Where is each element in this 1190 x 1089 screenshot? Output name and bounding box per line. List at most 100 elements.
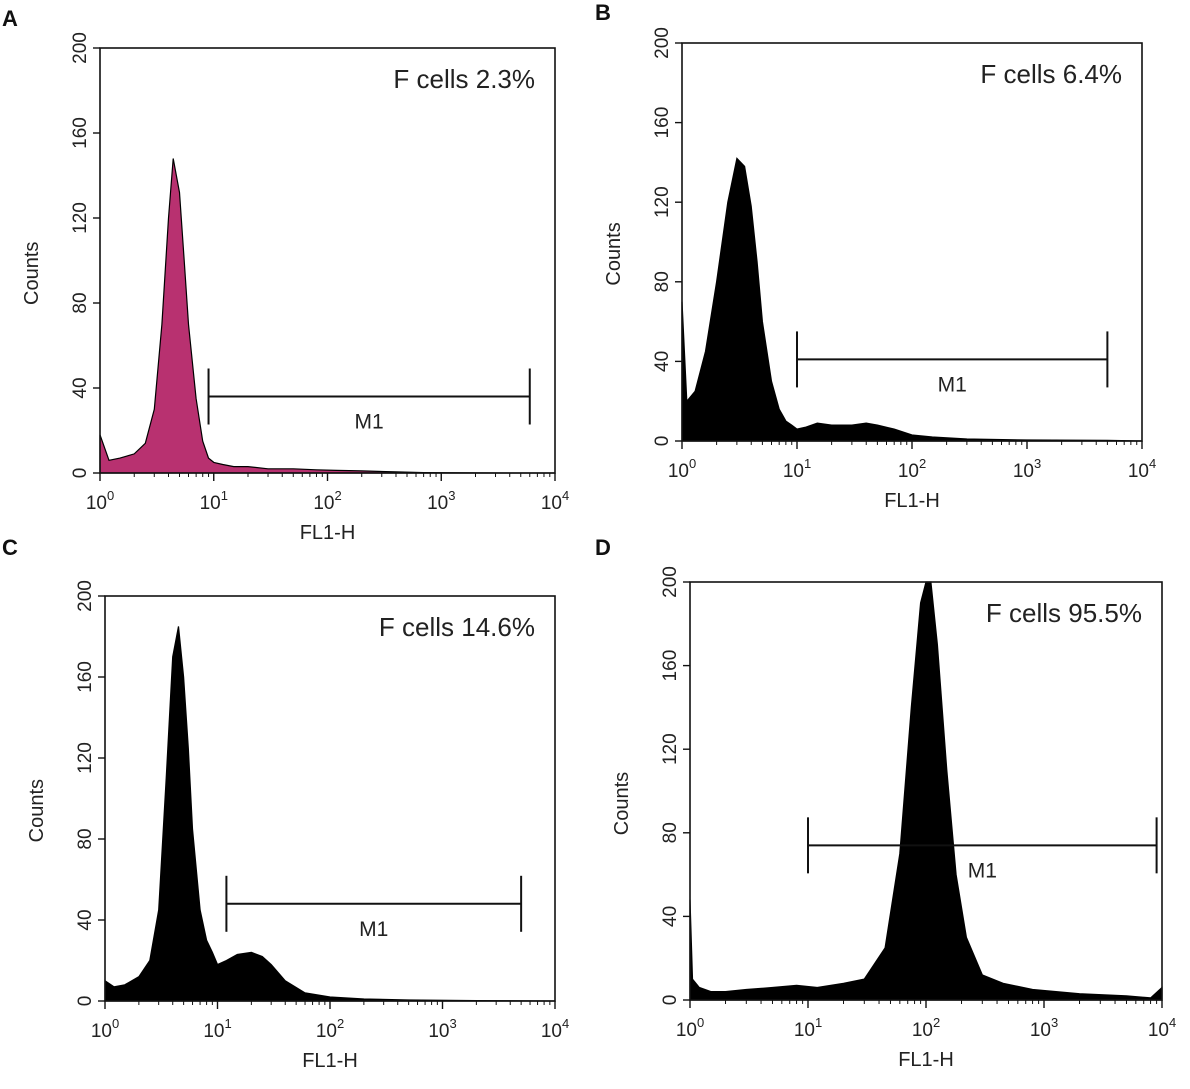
x-tick-base: 10 <box>86 493 107 514</box>
y-tick-label: 0 <box>660 995 681 1006</box>
x-tick-base: 10 <box>676 1020 697 1041</box>
y-tick-label: 40 <box>660 906 681 927</box>
y-axis-label: Counts <box>21 242 43 305</box>
y-tick-label: 160 <box>652 107 673 139</box>
m1-gate-label: M1 <box>359 918 388 941</box>
x-tick-exponent: 3 <box>1051 1015 1058 1030</box>
histogram-area <box>99 158 555 474</box>
x-tick-exponent: 2 <box>933 1015 940 1030</box>
x-tick-base: 10 <box>316 1021 337 1042</box>
x-tick-exponent: 4 <box>1169 1015 1176 1030</box>
y-tick-label: 120 <box>660 733 681 765</box>
x-tick-label: 100 <box>668 456 696 482</box>
x-axis-label: FL1-H <box>898 1049 954 1071</box>
y-tick-label: 200 <box>660 566 681 598</box>
x-tick-label: 101 <box>200 488 228 514</box>
x-tick-exponent: 3 <box>449 1016 456 1031</box>
x-tick-label: 104 <box>1128 456 1156 482</box>
x-axis-label: FL1-H <box>302 1050 358 1072</box>
x-tick-base: 10 <box>1013 461 1034 482</box>
x-tick-label: 104 <box>541 488 569 514</box>
m1-gate-label: M1 <box>355 411 384 434</box>
x-tick-base: 10 <box>203 1021 224 1042</box>
y-tick-label: 40 <box>70 377 91 398</box>
y-tick-label: 160 <box>70 117 91 149</box>
f-cells-annotation: F cells 95.5% <box>986 598 1142 628</box>
x-tick-base: 10 <box>313 493 334 514</box>
x-tick-exponent: 3 <box>1034 456 1041 471</box>
x-tick-exponent: 1 <box>224 1016 231 1031</box>
m1-gate-label: M1 <box>938 373 967 396</box>
x-tick-label: 101 <box>783 456 811 482</box>
y-tick-label: 80 <box>660 822 681 843</box>
x-tick-exponent: 2 <box>337 1016 344 1031</box>
x-tick-label: 103 <box>1030 1015 1058 1041</box>
x-tick-exponent: 0 <box>112 1016 119 1031</box>
y-tick-label: 80 <box>75 828 96 849</box>
y-tick-label: 0 <box>70 468 91 479</box>
x-tick-label: 100 <box>86 488 114 514</box>
x-tick-exponent: 4 <box>562 1016 569 1031</box>
x-tick-label: 100 <box>91 1016 119 1042</box>
x-tick-base: 10 <box>427 493 448 514</box>
x-tick-exponent: 1 <box>221 488 228 503</box>
x-tick-base: 10 <box>1030 1020 1051 1041</box>
x-tick-label: 102 <box>313 488 341 514</box>
m1-gate-label: M1 <box>968 859 997 882</box>
x-tick-exponent: 1 <box>815 1015 822 1030</box>
f-cells-annotation: F cells 2.3% <box>393 64 535 94</box>
histogram-area <box>689 581 1163 1001</box>
x-tick-base: 10 <box>200 493 221 514</box>
y-tick-label: 40 <box>75 909 96 930</box>
y-axis-label: Counts <box>611 772 633 835</box>
x-tick-exponent: 0 <box>697 1015 704 1030</box>
x-tick-base: 10 <box>783 461 804 482</box>
panel-letter: C <box>2 535 18 560</box>
x-tick-label: 100 <box>676 1015 704 1041</box>
x-tick-exponent: 0 <box>107 488 114 503</box>
x-tick-label: 103 <box>428 1016 456 1042</box>
x-tick-base: 10 <box>541 493 562 514</box>
y-tick-label: 0 <box>652 436 673 447</box>
x-tick-label: 103 <box>1013 456 1041 482</box>
y-tick-label: 80 <box>70 292 91 313</box>
y-tick-label: 120 <box>70 202 91 234</box>
histogram-area <box>104 626 556 1002</box>
y-tick-label: 200 <box>75 580 96 612</box>
x-tick-label: 104 <box>541 1016 569 1042</box>
x-tick-exponent: 0 <box>689 456 696 471</box>
y-tick-label: 160 <box>660 650 681 682</box>
x-axis-label: FL1-H <box>884 490 940 512</box>
x-tick-base: 10 <box>1148 1020 1169 1041</box>
panel-letter: A <box>2 6 18 31</box>
x-tick-base: 10 <box>912 1020 933 1041</box>
f-cells-annotation: F cells 14.6% <box>379 612 535 642</box>
y-tick-label: 160 <box>75 661 96 693</box>
x-tick-exponent: 4 <box>562 488 569 503</box>
y-tick-label: 120 <box>652 186 673 218</box>
panel-letter: D <box>595 535 611 560</box>
x-tick-base: 10 <box>428 1021 449 1042</box>
y-tick-label: 120 <box>75 742 96 774</box>
y-tick-label: 200 <box>70 32 91 64</box>
x-tick-label: 102 <box>898 456 926 482</box>
x-tick-exponent: 3 <box>448 488 455 503</box>
x-tick-base: 10 <box>794 1020 815 1041</box>
y-tick-label: 200 <box>652 27 673 59</box>
x-tick-label: 102 <box>912 1015 940 1041</box>
y-axis-label: Counts <box>26 779 48 842</box>
x-tick-base: 10 <box>91 1021 112 1042</box>
panel-letter: B <box>595 0 611 25</box>
x-tick-base: 10 <box>541 1021 562 1042</box>
y-tick-label: 0 <box>75 996 96 1007</box>
x-tick-base: 10 <box>898 461 919 482</box>
x-tick-exponent: 1 <box>804 456 811 471</box>
f-cells-annotation: F cells 6.4% <box>980 59 1122 89</box>
y-tick-label: 80 <box>652 271 673 292</box>
x-tick-exponent: 2 <box>334 488 341 503</box>
x-tick-label: 101 <box>794 1015 822 1041</box>
